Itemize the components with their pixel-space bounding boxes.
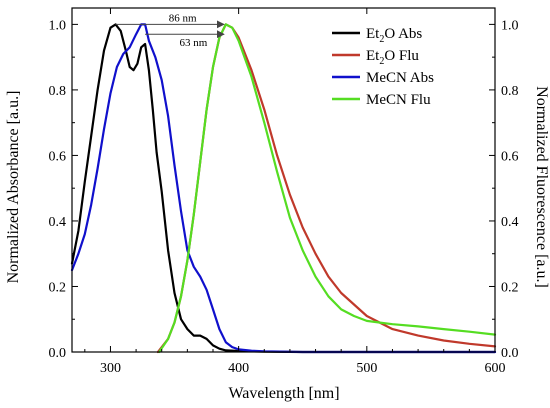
x-tick-label: 300 (100, 361, 121, 376)
annotation-label: 63 nm (180, 37, 208, 49)
legend-label: Et2O Abs (366, 26, 422, 45)
series-layer (70, 23, 497, 354)
y-left-tick-label: 0.2 (49, 280, 67, 295)
y-axis-left-title: Normalized Absorbance [a.u.] (5, 91, 22, 284)
plot-frame (71, 7, 496, 353)
y-right-tick-label: 0.0 (501, 346, 519, 361)
series-line-mecn-abs (70, 23, 497, 354)
y-left-tick-label: 1.0 (49, 18, 67, 33)
y-left-tick-label: 0.8 (49, 84, 67, 99)
plot-border (71, 7, 496, 353)
legend-label: MeCN Flu (366, 92, 431, 108)
legend-label: Et2O Flu (366, 48, 419, 67)
annotation-label: 86 nm (169, 12, 197, 24)
x-tick-label: 600 (485, 361, 506, 376)
annotation-layer: 86 nm 63 nm (115, 12, 225, 49)
y-right-tick-label: 1.0 (501, 18, 519, 33)
y-right-tick-label: 0.6 (501, 149, 519, 164)
series-line-mecn-flu (158, 23, 497, 354)
series-line-et2o-flu (156, 23, 497, 354)
y-right-tick-label: 0.8 (501, 84, 519, 99)
legend-item: Et2O Flu (332, 48, 419, 67)
y-right-tick-label: 0.4 (501, 215, 519, 230)
tick-layer: 300 400 500 6000.00.20.40.60.81.00.00.20.40… (49, 8, 519, 376)
x-tick-label: 500 (356, 361, 377, 376)
x-tick-label: 400 (228, 361, 249, 376)
legend-item: MeCN Abs (332, 70, 434, 86)
y-right-tick-label: 0.2 (501, 280, 519, 295)
x-axis-title: Wavelength [nm] (228, 385, 339, 402)
legend: Et2O Abs Et2O Flu MeCN Abs MeCN Flu (332, 26, 434, 108)
y-left-tick-label: 0.4 (49, 215, 67, 230)
y-left-tick-label: 0.6 (49, 149, 67, 164)
legend-item: MeCN Flu (332, 92, 431, 108)
legend-label: MeCN Abs (366, 70, 434, 86)
y-axis-right-title: Normalized Fluorescence [a.u.] (533, 86, 550, 288)
legend-item: Et2O Abs (332, 26, 422, 45)
y-left-tick-label: 0.0 (49, 346, 67, 361)
series-line-et2o-abs (70, 23, 497, 354)
